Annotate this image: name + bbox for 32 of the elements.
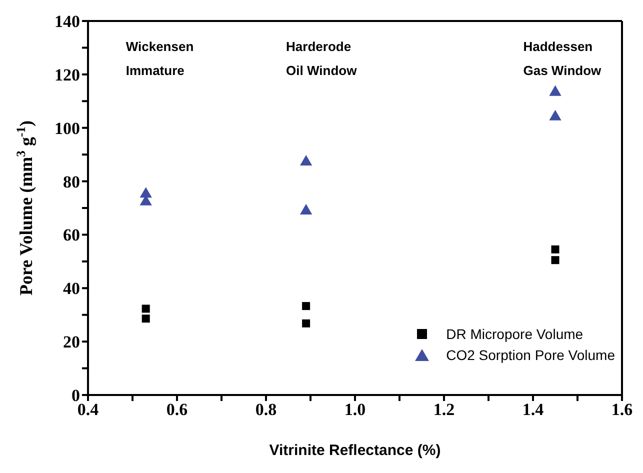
legend-label: CO2 Sorption Pore Volume — [446, 346, 615, 362]
y-tick-label: 60 — [63, 226, 80, 245]
x-tick-label: 1.0 — [344, 400, 366, 420]
y-tick-label: 100 — [54, 118, 80, 138]
y-tick-label: 140 — [54, 12, 80, 32]
point — [302, 302, 310, 310]
y-tick-label: 80 — [63, 172, 80, 192]
point — [549, 110, 562, 120]
point — [551, 256, 560, 264]
point — [300, 204, 312, 214]
point — [549, 85, 562, 96]
x-tick-label: 0.4 — [77, 400, 100, 420]
point — [551, 245, 560, 254]
point — [142, 304, 150, 313]
x-tick-label: 1.6 — [611, 400, 633, 420]
x-tick-label: 0.6 — [166, 400, 188, 420]
annotation: Harderode Oil Window — [286, 39, 358, 78]
y-tick-label: 0 — [72, 386, 80, 406]
annotation: Haddessen Gas Window — [523, 39, 602, 78]
point — [140, 187, 152, 198]
y-tick-label: 20 — [63, 332, 80, 352]
x-tick-label: 1.4 — [522, 400, 544, 420]
point — [300, 155, 312, 166]
legend-label: DR Micropore Volume — [446, 326, 584, 342]
annotation: Wickensen Immature — [126, 39, 194, 78]
x-tick-label: 1.2 — [433, 400, 455, 420]
x-axis-title: Vitrinite Reflectance (%) — [269, 442, 441, 459]
y-tick-label: 120 — [54, 65, 80, 84]
x-tick-label: 0.8 — [255, 400, 277, 420]
point — [142, 314, 150, 323]
y-tick-label: 40 — [63, 279, 80, 298]
point — [302, 319, 310, 328]
